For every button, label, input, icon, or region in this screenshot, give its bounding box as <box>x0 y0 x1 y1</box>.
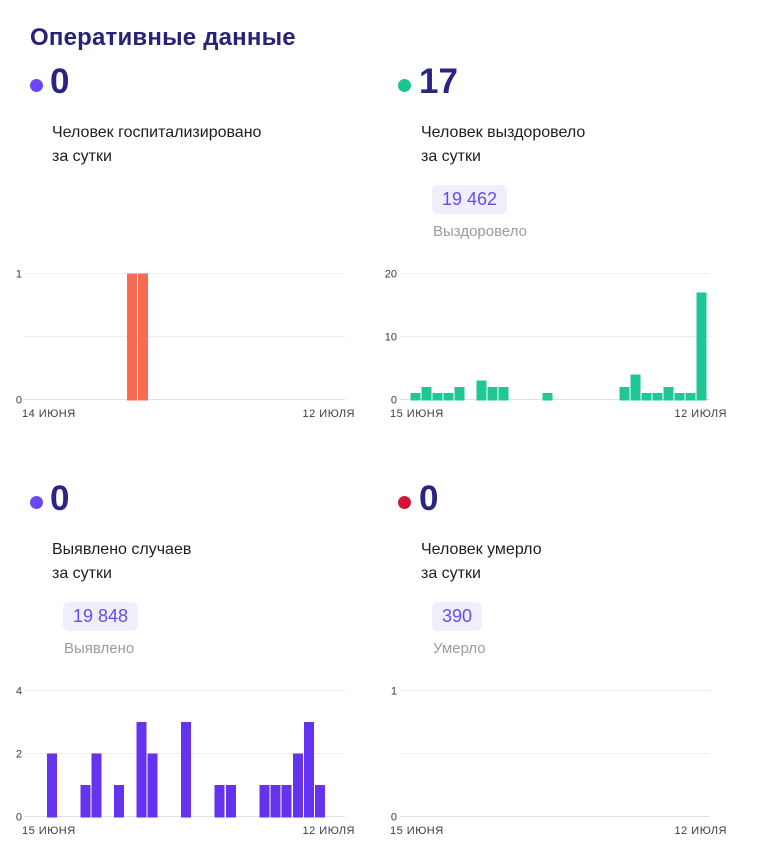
bar <box>454 386 465 401</box>
y-axis-tick: 1 <box>391 686 397 698</box>
deaths-total-badge: 390 <box>432 602 483 631</box>
label-line-2: за сутки <box>421 565 481 582</box>
x-axis-start-label: 15 ИЮНЯ <box>390 408 444 420</box>
bar <box>281 785 292 818</box>
bar <box>641 393 652 401</box>
recovered-total-badge: 19 462 <box>432 185 508 214</box>
detected-stat-value: 0 <box>50 479 70 518</box>
y-axis-tick: 0 <box>16 812 22 824</box>
panel-recovered: 17 Человек выздоровело за сутки 19 462 В… <box>380 60 757 435</box>
x-axis-start-label: 15 ИЮНЯ <box>22 825 76 837</box>
detected-stat-label: Выявлено случаев за сутки <box>52 538 191 586</box>
bar <box>685 393 696 401</box>
label-line-1: Человек умерло <box>421 541 542 558</box>
recovered-stat-value: 17 <box>419 62 458 101</box>
y-axis-tick: 1 <box>16 269 22 281</box>
label-line-2: за сутки <box>52 565 112 582</box>
bar <box>126 273 137 401</box>
hospitalized-dot-icon <box>30 79 43 92</box>
bar <box>214 785 225 818</box>
hospitalized-stat-value: 0 <box>50 62 70 101</box>
label-line-2: за сутки <box>52 148 112 165</box>
y-axis-tick: 10 <box>385 332 397 344</box>
x-axis-start-label: 15 ИЮНЯ <box>390 825 444 837</box>
recovered-total-caption: Выздоровело <box>433 223 528 240</box>
bar <box>421 386 432 401</box>
deaths-total-caption: Умерло <box>433 640 486 657</box>
bar <box>432 393 443 401</box>
x-axis-end-label: 12 ИЮЛЯ <box>675 825 727 837</box>
page-title: Оперативные данные <box>30 24 296 52</box>
detected-total-caption: Выявлено <box>64 640 135 657</box>
bar <box>259 785 270 818</box>
deaths-stat-label: Человек умерло за сутки <box>421 538 542 586</box>
bar <box>619 386 630 401</box>
bar <box>410 393 421 401</box>
bar <box>630 374 641 401</box>
bar <box>674 393 685 401</box>
x-axis-end-label: 12 ИЮЛЯ <box>675 408 727 420</box>
recovered-chart: 20 10 015 ИЮНЯ 12 ИЮЛЯ <box>385 269 727 421</box>
bar <box>652 393 663 401</box>
y-axis-tick: 0 <box>391 812 397 824</box>
bar <box>696 292 707 401</box>
recovered-stat-label: Человек выздоровело за сутки <box>421 121 585 169</box>
bar <box>270 785 281 818</box>
x-axis-end-label: 12 ИЮЛЯ <box>303 408 355 420</box>
bar <box>80 785 91 818</box>
y-axis-tick: 0 <box>391 395 397 407</box>
bar <box>498 386 509 401</box>
bar <box>663 386 674 401</box>
label-line-1: Выявлено случаев <box>52 541 192 558</box>
bar <box>181 722 192 818</box>
bar <box>91 753 102 818</box>
panel-detected: 0 Выявлено случаев за сутки 19 848 Выявл… <box>0 477 378 848</box>
bar <box>114 785 124 818</box>
deaths-dot-icon <box>398 496 411 509</box>
label-line-1: Человек госпитализировано <box>52 124 262 141</box>
bar <box>443 393 454 401</box>
bar <box>147 753 158 818</box>
bar <box>46 753 57 818</box>
deaths-chart: 1 015 ИЮНЯ 12 ИЮЛЯ <box>390 686 727 838</box>
x-axis-start-label: 14 ИЮНЯ <box>22 408 76 420</box>
bar <box>137 273 148 401</box>
x-axis-end-label: 12 ИЮЛЯ <box>303 825 355 837</box>
bar <box>225 785 236 818</box>
detected-dot-icon <box>30 496 43 509</box>
detected-total-badge: 19 848 <box>63 602 139 631</box>
bar <box>136 722 147 818</box>
bar <box>542 393 553 401</box>
hospitalized-chart: 1 014 ИЮНЯ 12 ИЮЛЯ <box>16 269 355 421</box>
label-line-1: Человек выздоровело <box>421 124 586 141</box>
bar <box>315 785 326 818</box>
y-axis-tick: 2 <box>16 749 22 761</box>
y-axis-tick: 20 <box>385 269 397 281</box>
bar <box>487 386 498 401</box>
y-axis-tick: 0 <box>16 395 22 407</box>
detected-chart: 4 2 015 ИЮНЯ 12 ИЮЛЯ <box>16 686 355 838</box>
recovered-dot-icon <box>398 79 411 92</box>
label-line-2: за сутки <box>421 148 481 165</box>
bar <box>476 380 487 401</box>
bar <box>292 753 303 818</box>
hospitalized-stat-label: Человек госпитализировано за сутки <box>52 121 261 169</box>
deaths-stat-value: 0 <box>419 479 439 518</box>
y-axis-tick: 4 <box>16 686 22 698</box>
bar <box>304 722 315 818</box>
